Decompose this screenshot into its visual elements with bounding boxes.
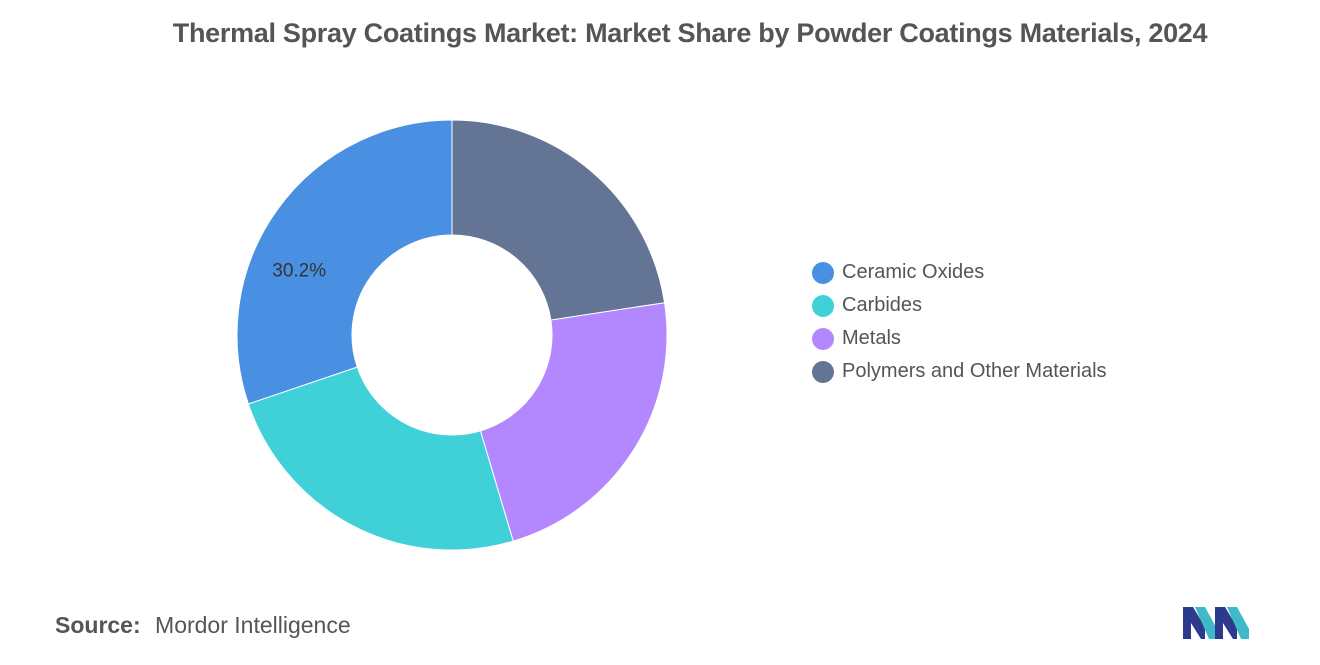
- source-value: Mordor Intelligence: [155, 612, 351, 638]
- data-label-ceramic-oxides: 30.2%: [272, 260, 326, 281]
- legend-item: Metals: [812, 322, 1107, 355]
- source-note: Source: Mordor Intelligence: [55, 612, 351, 639]
- slice-metals: [479, 302, 668, 542]
- legend-item: Polymers and Other Materials: [812, 355, 1107, 388]
- legend-label: Ceramic Oxides: [842, 261, 985, 283]
- slice-polymers-and-other-materials: [451, 119, 666, 321]
- source-label: Source:: [55, 612, 141, 638]
- chart-title: Thermal Spray Coatings Market: Market Sh…: [172, 18, 1208, 48]
- legend-swatch: [812, 294, 834, 317]
- chart-legend: Ceramic Oxides Carbides Metals Polymers and…: [812, 256, 1107, 388]
- legend-swatch: [812, 261, 834, 284]
- legend-label: Carbides: [842, 294, 923, 316]
- legend-swatch: [812, 327, 834, 350]
- mordor-intelligence-logo-icon: [1183, 607, 1249, 639]
- slice-ceramic-oxides: [236, 119, 453, 405]
- slice-carbides: [247, 366, 514, 551]
- legend-label: Polymers and Other Materials: [842, 360, 1107, 382]
- legend-item: Ceramic Oxides: [812, 256, 1107, 289]
- legend-item: Carbides: [812, 289, 1107, 322]
- legend-label: Metals: [842, 327, 901, 349]
- legend-swatch: [812, 360, 834, 383]
